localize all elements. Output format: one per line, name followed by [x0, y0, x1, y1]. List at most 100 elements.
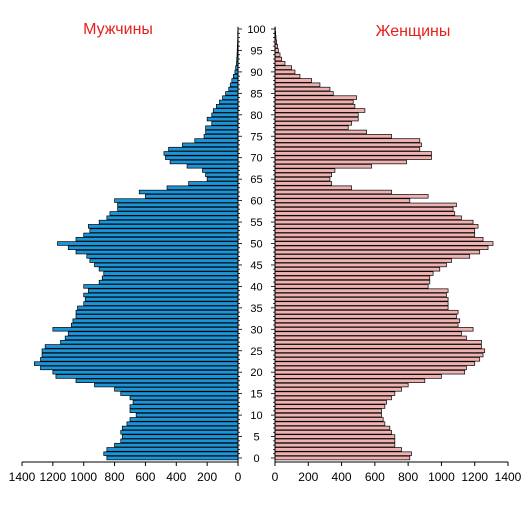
female-bar-age-43: [274, 271, 434, 276]
female-bar-age-73: [274, 142, 422, 148]
male-bar-age-84: [222, 95, 239, 100]
male-bar-age-71: [163, 151, 239, 156]
male-bar-age-54: [87, 224, 239, 229]
male-count-label: 600: [135, 470, 155, 484]
male-bar-age-77: [205, 125, 239, 130]
female-bar-age-63: [274, 185, 352, 190]
male-bar-age-16: [114, 387, 239, 392]
male-bar-age-25: [41, 348, 239, 353]
female-bar-age-48: [274, 249, 481, 255]
male-bar-age-37: [84, 297, 239, 302]
male-bar-age-50: [57, 241, 239, 246]
male-bar-age-4: [120, 438, 239, 444]
male-bar-age-86: [228, 86, 239, 92]
age-tick-label: 65: [250, 174, 262, 186]
male-count-label: 1400: [9, 470, 36, 484]
age-tick-label: 70: [250, 153, 262, 165]
age-tick-label: 15: [250, 389, 262, 401]
female-bar-age-0: [274, 455, 411, 461]
age-tick-label: 30: [250, 324, 262, 336]
male-bar-age-6: [120, 430, 239, 435]
male-bar-age-10: [135, 412, 239, 418]
male-bar-age-52: [83, 232, 239, 238]
male-bar-age-56: [106, 215, 239, 220]
female-bar-age-20: [274, 370, 466, 375]
male-bar-age-12: [129, 404, 239, 409]
female-bar-age-64: [274, 181, 332, 186]
female-title: Женщины: [376, 23, 451, 40]
male-bar-age-61: [145, 194, 239, 199]
female-bar-age-82: [274, 104, 356, 109]
female-bar-age-74: [274, 138, 421, 143]
female-bar-age-71: [274, 151, 432, 156]
female-bar-age-79: [274, 116, 359, 122]
female-bar-age-65: [274, 176, 331, 182]
male-count-label: 400: [166, 470, 186, 484]
female-bar-age-12: [274, 404, 386, 409]
female-bar-age-5: [274, 434, 396, 439]
female-count-label: 0: [272, 470, 279, 484]
female-bar-age-37: [274, 297, 449, 302]
female-bar-age-6: [274, 430, 392, 435]
male-bar-age-1: [103, 451, 239, 456]
female-bar-age-90: [274, 69, 296, 75]
male-bar-age-67: [202, 168, 239, 173]
female-bar-age-3: [274, 442, 396, 448]
female-bar-age-57: [274, 211, 456, 216]
age-tick-label: 45: [250, 260, 262, 272]
male-bar-age-74: [194, 138, 239, 143]
axes: 0 5 10 15 20 25 30 35 40 45 50 55 60 65 70 75 80 85 90 95 10…: [9, 24, 522, 484]
female-bar-age-30: [274, 327, 474, 332]
female-bar-age-9: [274, 417, 384, 422]
male-bar-age-11: [129, 408, 239, 414]
male-bar-age-31: [71, 322, 239, 328]
male-bar-age-66: [205, 172, 239, 178]
male-bar-age-20: [52, 370, 239, 375]
male-bar-age-23: [40, 357, 239, 362]
male-bar-age-75: [203, 134, 239, 139]
male-bar-age-42: [101, 275, 239, 281]
female-bar-age-2: [274, 447, 402, 452]
male-bar-age-14: [129, 395, 239, 401]
female-bar-age-51: [274, 237, 484, 242]
female-bar-age-68: [274, 164, 372, 169]
male-bar-age-85: [225, 91, 239, 96]
male-bar-age-81: [212, 108, 239, 113]
male-bar-age-18: [75, 378, 239, 383]
male-bar-age-7: [121, 425, 239, 431]
female-bar-age-77: [274, 125, 349, 130]
female-bar-age-16: [274, 387, 402, 392]
male-bar-age-13: [132, 400, 239, 405]
male-bar-age-34: [75, 309, 239, 315]
male-bar-age-58: [117, 206, 239, 212]
female-bar-age-31: [274, 322, 459, 328]
female-bar-age-50: [274, 241, 494, 246]
female-bar-age-15: [274, 391, 396, 396]
male-bar-age-9: [129, 417, 239, 422]
female-bar-age-59: [274, 202, 457, 208]
female-bar-age-28: [274, 335, 467, 341]
male-count-label: 0: [235, 470, 242, 484]
female-bar-age-67: [274, 168, 336, 173]
age-tick-label: 25: [250, 346, 262, 358]
female-bar-age-44: [274, 267, 441, 272]
male-bar-age-17: [94, 382, 239, 388]
male-bar-age-69: [169, 159, 239, 165]
male-bar-age-80: [211, 112, 239, 117]
male-bar-age-8: [126, 421, 239, 426]
male-bar-age-89: [233, 73, 239, 79]
female-bar-age-11: [274, 408, 382, 414]
female-bar-age-7: [274, 425, 391, 431]
female-bar-age-55: [274, 219, 474, 225]
female-bar-age-85: [274, 91, 334, 96]
female-bar-age-87: [274, 82, 321, 87]
male-title: Мужчины: [83, 21, 153, 38]
female-bar-age-93: [274, 56, 283, 62]
age-tick-label: 100: [247, 24, 265, 36]
male-count-label: 200: [197, 470, 217, 484]
age-tick-label: 50: [250, 239, 262, 251]
female-bar-age-38: [274, 292, 447, 298]
male-bar-age-28: [64, 335, 239, 341]
male-bar-age-41: [98, 279, 239, 285]
female-bar-age-76: [274, 129, 367, 135]
